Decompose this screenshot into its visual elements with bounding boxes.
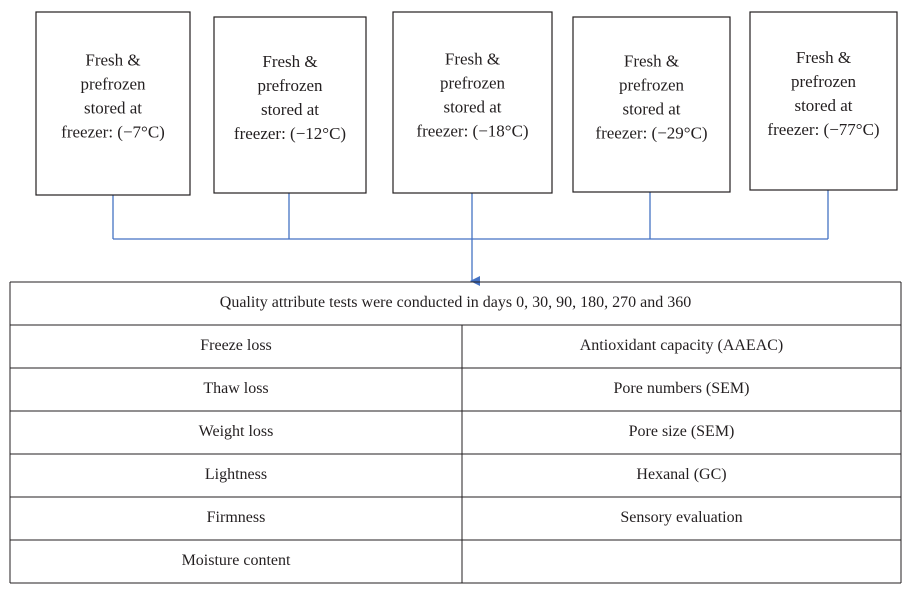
table-cell: Lightness [205,466,267,483]
table-cell: Pore numbers (SEM) [614,380,750,397]
box-label-line: stored at [84,98,142,117]
table-cell: Antioxidant capacity (AAEAC) [580,337,784,354]
box-border [213,16,367,194]
table-header: Quality attribute tests were conducted i… [220,294,691,311]
table-cell: Firmness [207,509,266,526]
storage-box: Fresh & prefrozen stored at freezer: (−29°C… [572,16,731,193]
box-border [392,11,553,194]
box-label-line: Fresh & [624,51,679,70]
box-label-line: Fresh & [262,52,317,71]
box-label-line: Fresh & [796,48,851,67]
attribute-table: Quality attribute tests were conducted i… [9,281,902,584]
storage-box: Fresh & prefrozen stored at freezer: (−18°C… [392,11,553,194]
box-border [749,11,898,191]
storage-box: Fresh & prefrozen stored at freezer: (−7°C) [35,11,191,196]
box-label-line: freezer: (−12°C) [234,124,346,143]
table-cell: Pore size (SEM) [629,423,735,440]
table-cell: Hexanal (GC) [636,466,726,483]
storage-box: Fresh & prefrozen stored at freezer: (−12°C… [213,16,367,194]
box-label-line: Fresh & [85,50,140,69]
box-border [572,16,731,193]
box-border [35,11,191,196]
box-label-line: Fresh & [445,49,500,68]
table-cell: Freeze loss [200,337,272,354]
box-label-line: freezer: (−7°C) [61,122,165,141]
box-label-line: stored at [443,97,501,116]
box-label-line: prefrozen [440,73,506,92]
box-label-line: prefrozen [80,74,146,93]
table-cell: Moisture content [182,552,291,569]
box-label-line: prefrozen [619,75,685,94]
connectors [112,190,829,286]
box-label-line: prefrozen [257,76,323,95]
box-label-line: freezer: (−77°C) [767,120,879,139]
table-cell: Sensory evaluation [620,509,742,526]
box-label-line: stored at [794,96,852,115]
table-cell: Weight loss [199,423,274,440]
box-label-line: freezer: (−18°C) [416,121,528,140]
box-label-line: stored at [261,100,319,119]
box-label-line: freezer: (−29°C) [595,123,707,142]
box-label-line: prefrozen [791,72,857,91]
storage-box: Fresh & prefrozen stored at freezer: (−77°C… [749,11,898,191]
box-label-line: stored at [622,99,680,118]
table-cell: Thaw loss [203,380,268,397]
